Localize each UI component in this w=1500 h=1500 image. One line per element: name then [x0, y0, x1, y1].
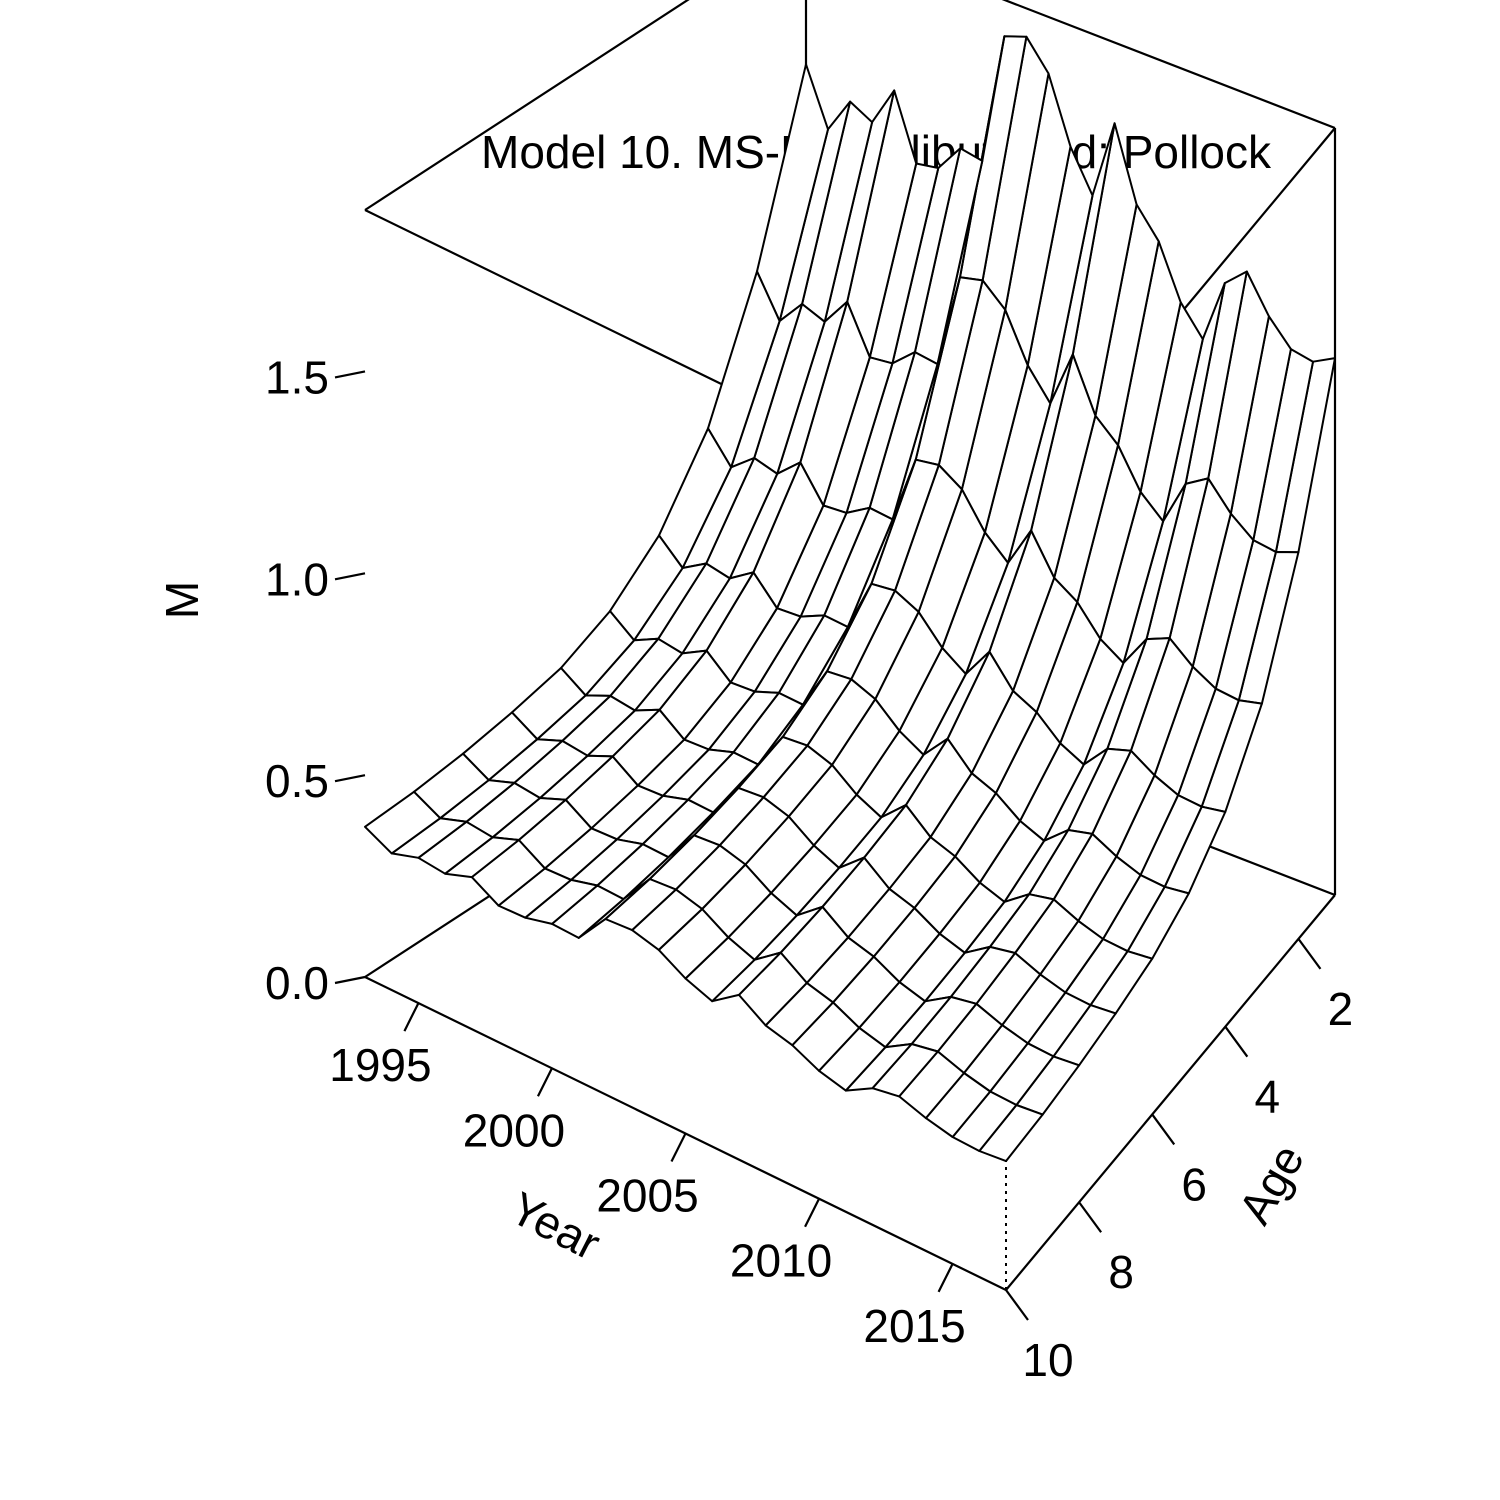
year-tick-label: 2010	[730, 1235, 832, 1287]
year-tick	[937, 1263, 954, 1293]
year-tick	[536, 1067, 553, 1097]
m-tick-label: 0.0	[265, 957, 329, 1009]
age-tick	[1078, 1201, 1102, 1233]
year-axis: 1995 2000 2005 2010 2015	[329, 1002, 966, 1352]
year-axis-title: Year	[502, 1181, 608, 1270]
m-tick-label: 0.5	[265, 755, 329, 807]
age-tick	[1224, 1026, 1249, 1058]
age-tick-label: 10	[1022, 1334, 1073, 1386]
m-tick-label: 1.0	[265, 553, 329, 605]
frame-edge	[1001, 0, 1336, 130]
m-tick	[334, 572, 366, 581]
year-tick-label: 2000	[463, 1104, 565, 1156]
year-tick	[804, 1198, 821, 1228]
frame-edge	[1005, 894, 1336, 1291]
year-tick-label: 1995	[329, 1039, 431, 1091]
age-tick-label: 2	[1328, 983, 1354, 1035]
age-tick-label: 6	[1181, 1158, 1207, 1210]
m-axis: 0.0 0.5 1.0 1.5	[265, 351, 366, 1009]
age-tick	[1297, 938, 1322, 970]
year-tick-label: 2005	[596, 1170, 698, 1222]
m-tick	[334, 370, 366, 379]
age-tick	[1151, 1113, 1176, 1146]
m-tick-label: 1.5	[265, 351, 329, 403]
surface-mesh	[364, 35, 1336, 1163]
year-tick	[670, 1133, 687, 1162]
m-axis-title: M	[156, 581, 208, 619]
age-tick-label: 8	[1108, 1246, 1134, 1298]
age-tick-label: 4	[1255, 1071, 1281, 1123]
m-tick	[334, 774, 366, 783]
surface-facet	[364, 790, 442, 855]
age-axis-title: Age	[1228, 1136, 1314, 1233]
m-tick	[334, 975, 366, 985]
year-tick	[403, 1002, 420, 1032]
age-tick	[1005, 1289, 1029, 1321]
year-tick-label: 2015	[863, 1300, 965, 1352]
frame-edge	[364, 0, 690, 211]
